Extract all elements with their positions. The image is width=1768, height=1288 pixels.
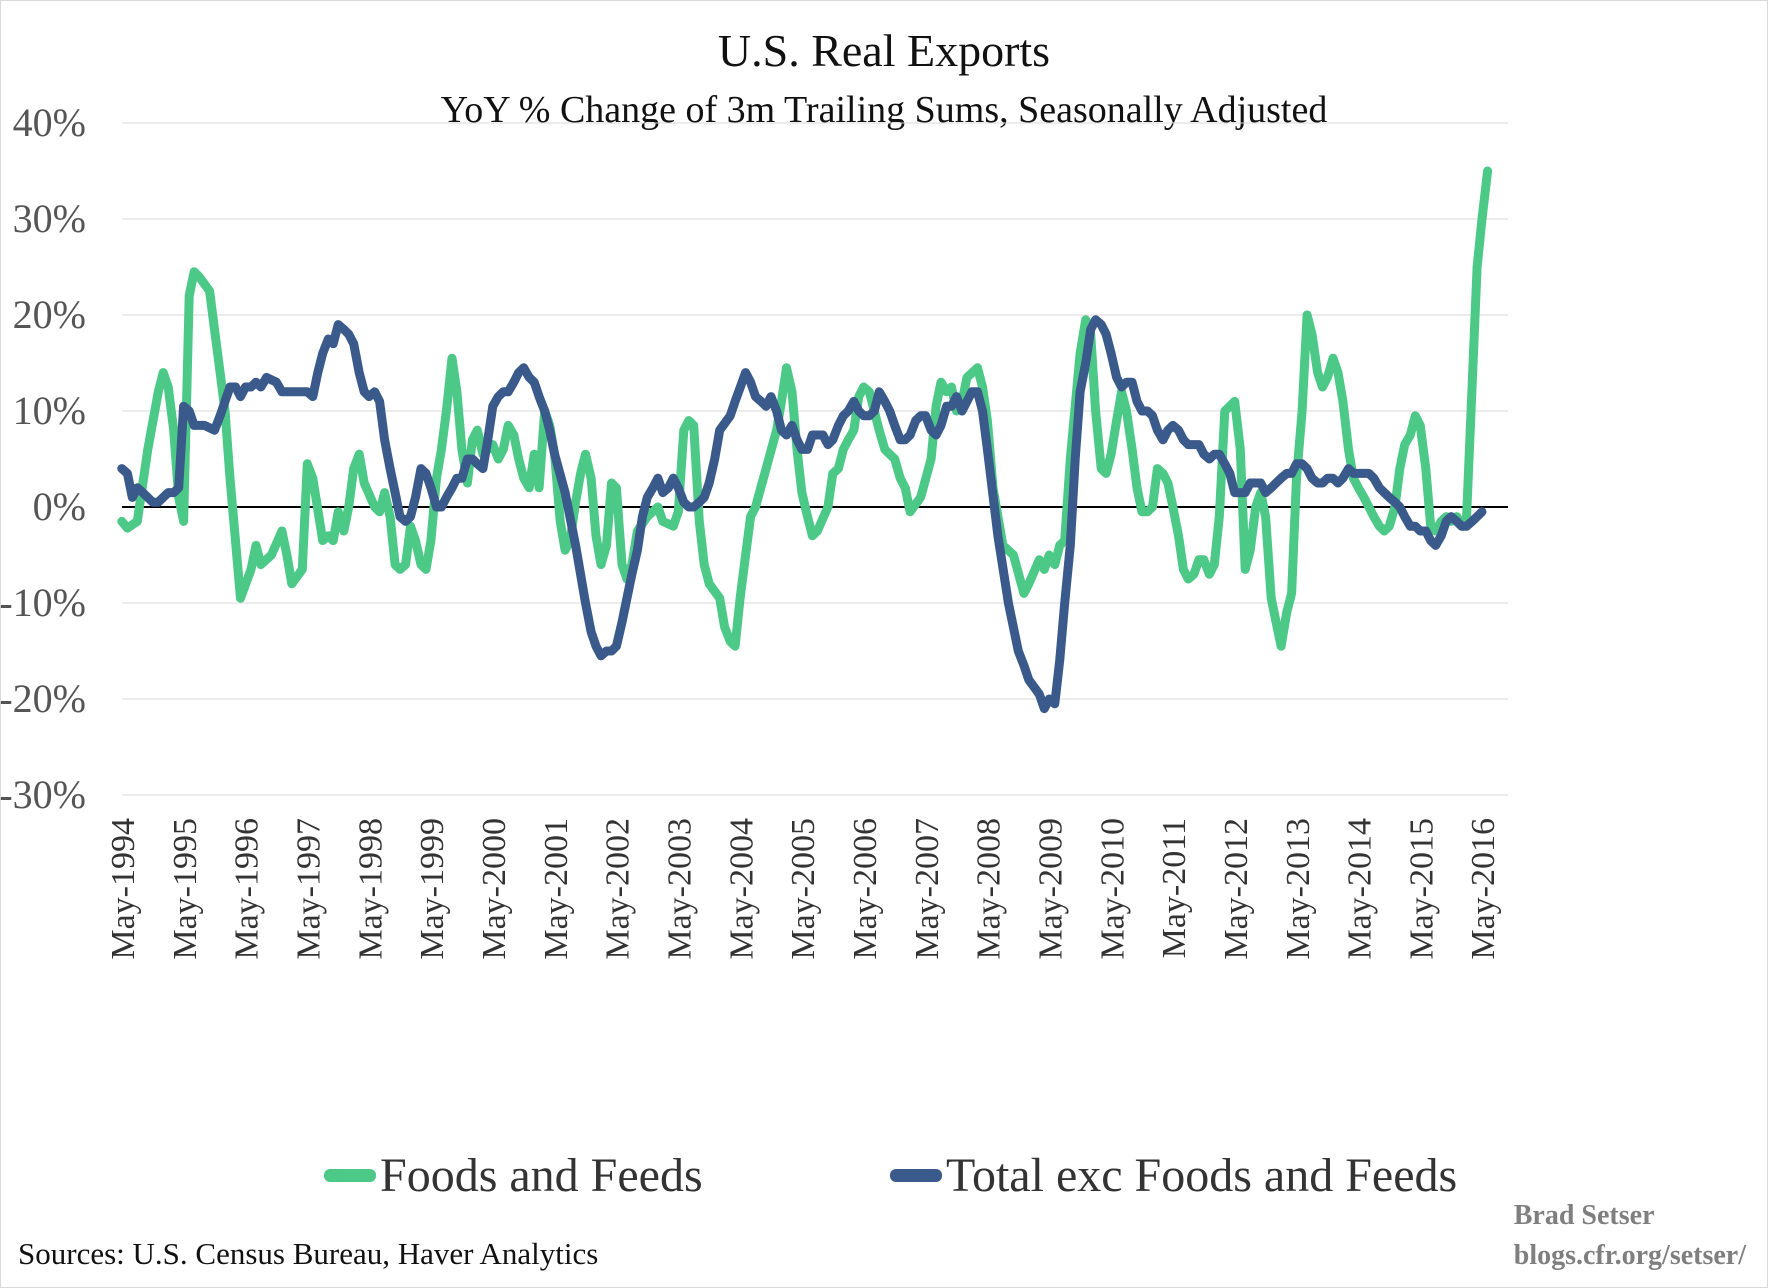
y-tick-label: 30% bbox=[13, 196, 86, 241]
x-tick-label: May-2001 bbox=[538, 818, 575, 960]
series-line-total-exc-foods bbox=[117, 315, 1487, 714]
author-credit: Brad Setser blogs.cfr.org/setser/ bbox=[1514, 1196, 1746, 1276]
legend-item-foods: Foods and Feeds bbox=[324, 1145, 703, 1205]
legend-swatch-total bbox=[890, 1168, 942, 1182]
legend-label-foods: Foods and Feeds bbox=[380, 1148, 703, 1202]
x-tick-label: May-2003 bbox=[661, 818, 698, 960]
x-tick-label: May-2014 bbox=[1342, 818, 1379, 960]
x-tick-label: May-2016 bbox=[1465, 818, 1502, 960]
y-tick-label: -10% bbox=[0, 580, 86, 625]
legend-swatch-foods bbox=[324, 1168, 376, 1182]
x-axis: May-1994 May-1995 May-1996 May-1997 May-1998… bbox=[105, 818, 1502, 960]
x-tick-label: May-2009 bbox=[1032, 818, 1069, 960]
x-tick-label: May-1995 bbox=[167, 818, 204, 960]
x-tick-label: May-2006 bbox=[847, 818, 884, 960]
series-line-foods-and-feeds bbox=[117, 166, 1493, 651]
y-tick-label: -30% bbox=[0, 772, 86, 817]
y-tick-label: -20% bbox=[0, 676, 86, 721]
x-tick-label: May-2008 bbox=[971, 818, 1008, 960]
x-tick-label: May-2015 bbox=[1403, 818, 1440, 960]
y-tick-label: 0% bbox=[33, 484, 86, 529]
x-tick-label: May-2002 bbox=[600, 818, 637, 960]
y-axis: 40% 30% 20% 10% 0% -10% -20% -30% bbox=[0, 100, 86, 817]
y-tick-label: 20% bbox=[13, 292, 86, 337]
x-tick-label: May-1999 bbox=[414, 818, 451, 960]
x-tick-label: May-2004 bbox=[723, 818, 760, 960]
author-site: blogs.cfr.org/setser/ bbox=[1513, 1240, 1746, 1271]
x-tick-label: May-2012 bbox=[1218, 818, 1255, 960]
gridlines bbox=[122, 122, 1508, 796]
x-tick-label: May-1998 bbox=[352, 818, 389, 960]
x-tick-label: May-1997 bbox=[290, 818, 327, 960]
y-tick-label: 10% bbox=[13, 388, 86, 433]
x-tick-label: May-2007 bbox=[909, 818, 946, 960]
legend-label-total: Total exc Foods and Feeds bbox=[946, 1148, 1458, 1202]
chart-title: U.S. Real Exports bbox=[717, 25, 1051, 76]
x-tick-label: May-1994 bbox=[105, 818, 142, 960]
x-tick-label: May-2000 bbox=[476, 818, 513, 960]
chart-subtitle: YoY % Change of 3m Trailing Sums, Season… bbox=[440, 89, 1328, 131]
x-tick-label: May-2013 bbox=[1280, 818, 1317, 960]
series-lines bbox=[117, 166, 1493, 714]
x-tick-label: May-2005 bbox=[785, 818, 822, 960]
plot-area: 40%30%20%10%0%-10%-20%-30% May-1994 May-1… bbox=[0, 100, 1508, 960]
source-note: Sources: U.S. Census Bureau, Haver Analy… bbox=[18, 1236, 599, 1271]
x-tick-label: May-2010 bbox=[1094, 818, 1131, 960]
x-tick-label: May-2011 bbox=[1156, 818, 1193, 958]
x-tick-label: May-1996 bbox=[229, 818, 266, 960]
legend-item-total: Total exc Foods and Feeds bbox=[890, 1145, 1457, 1205]
author-name: Brad Setser bbox=[1513, 1200, 1655, 1231]
y-tick-label: 40% bbox=[13, 100, 86, 145]
